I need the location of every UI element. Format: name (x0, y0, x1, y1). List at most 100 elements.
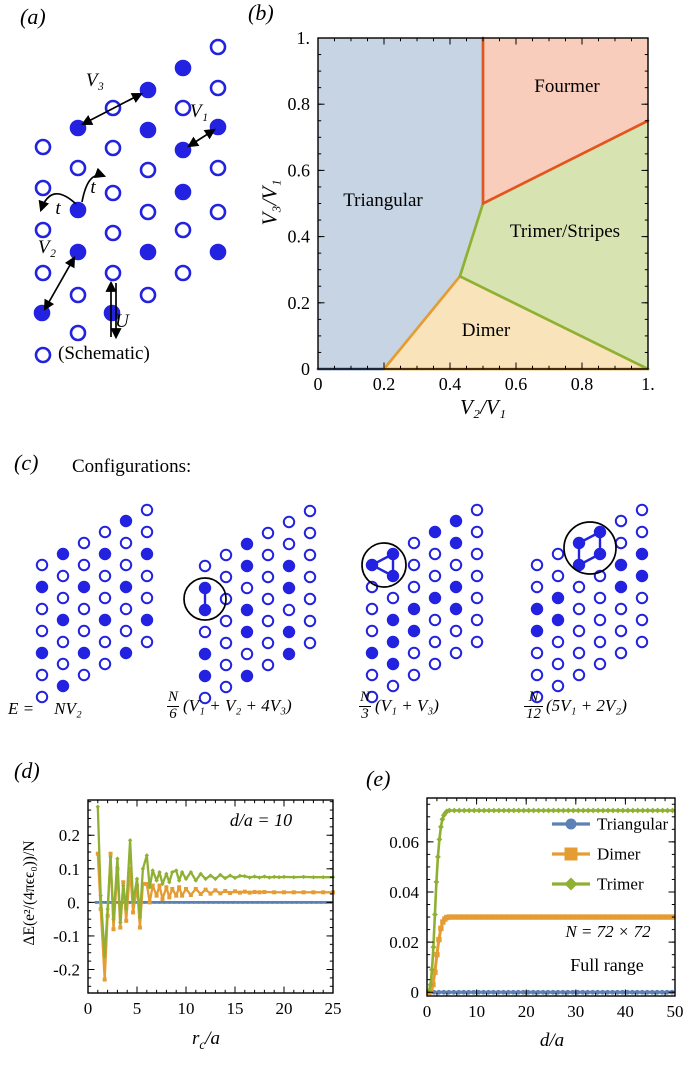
data-marker (446, 807, 453, 814)
data-marker (515, 807, 522, 814)
data-marker (620, 914, 626, 920)
data-marker (530, 989, 536, 995)
data-marker (511, 914, 517, 920)
data-marker (202, 900, 206, 904)
lattice-site-empty (282, 537, 296, 551)
y-tick-label: 0 (411, 983, 420, 1002)
data-marker (433, 879, 440, 885)
data-marker (115, 856, 120, 861)
data-marker (585, 807, 592, 814)
phase-region-triangular (318, 38, 483, 369)
lattice-site-filled (614, 580, 628, 594)
data-marker (111, 927, 116, 932)
data-marker (649, 914, 656, 920)
lattice-site-empty (35, 602, 49, 616)
lattice-site-empty (635, 525, 649, 539)
series-dimer (426, 914, 676, 995)
lattice-site-empty (303, 592, 317, 606)
data-marker (625, 914, 631, 920)
data-marker (170, 869, 175, 875)
x-tick-label: 0.2 (373, 374, 396, 394)
x-tick-label: 10 (468, 1002, 485, 1021)
hopping-arrow (81, 167, 107, 203)
data-marker (164, 885, 169, 890)
lattice-site-filled (198, 603, 212, 617)
data-marker (624, 989, 630, 995)
series-trimer (95, 804, 336, 959)
data-marker (564, 847, 578, 861)
lattice-site-filled (174, 59, 192, 77)
data-marker (535, 989, 541, 995)
data-marker (471, 914, 477, 920)
data-marker (605, 989, 610, 995)
interaction-arrow (43, 256, 76, 311)
data-marker (430, 944, 437, 951)
lattice-site-empty (470, 591, 484, 605)
plot-frame (317, 37, 649, 370)
lattice-site-filled (282, 559, 296, 573)
lattice-site-empty (614, 602, 628, 616)
lattice-site-empty (365, 624, 379, 638)
data-marker (575, 989, 581, 995)
lattice-site-empty (470, 525, 484, 539)
y-tick-label: 1. (297, 28, 311, 48)
lattice-site-empty (407, 646, 421, 660)
lattice-site-empty (365, 690, 379, 704)
lattice-site-empty (240, 581, 254, 595)
lattice-site-empty (303, 570, 317, 584)
lattice-site-empty (69, 324, 87, 342)
lattice-site-filled (198, 581, 212, 595)
data-marker (580, 807, 587, 814)
data-marker (108, 854, 113, 860)
lattice-site-empty (572, 602, 586, 616)
data-marker (121, 880, 126, 885)
data-marker (176, 878, 182, 883)
data-marker (476, 989, 481, 995)
data-marker (590, 989, 596, 995)
data-marker (213, 888, 218, 893)
data-marker (183, 876, 189, 882)
lattice-site-empty (572, 580, 586, 594)
data-marker (207, 900, 211, 904)
data-marker (127, 838, 133, 843)
lattice-site-filled (198, 647, 212, 661)
lattice-site-empty (635, 613, 649, 627)
hopping-arrow (38, 193, 77, 213)
data-marker (654, 989, 660, 995)
data-marker (144, 853, 149, 858)
data-marker (629, 989, 635, 995)
data-marker (223, 876, 228, 881)
x-tick-label: 0 (423, 1002, 432, 1021)
y-tick-label: 0.06 (389, 833, 419, 852)
lattice-site-filled (119, 580, 133, 594)
axes-frame: 0 5 10 15 20 25 -0.2 -0.1 0. 0.1 0.2 (53, 799, 342, 1018)
lattice-site-empty (470, 569, 484, 583)
lattice-site-filled (449, 580, 463, 594)
data-marker (550, 807, 557, 814)
y-tick-label: 0.02 (389, 933, 419, 952)
data-marker (144, 881, 149, 886)
y-tick-label: 0.04 (389, 883, 419, 902)
data-marker (108, 851, 113, 856)
x-tick-label: 10 (178, 999, 195, 1018)
lattice-site-empty (119, 558, 133, 572)
data-marker (506, 914, 512, 920)
lattice-site-empty (407, 536, 421, 550)
lattice-site-filled (140, 613, 154, 627)
data-marker (521, 914, 527, 920)
lattice-site-empty (470, 613, 484, 627)
lattice-site-filled (530, 602, 544, 616)
lattice-site-filled (174, 141, 192, 159)
data-marker (605, 807, 611, 814)
data-marker (128, 900, 132, 904)
data-marker (177, 885, 182, 890)
dimer-config (183, 504, 317, 705)
lattice-site-filled (56, 547, 70, 561)
data-marker (639, 989, 645, 995)
fourmer-config (530, 503, 649, 704)
data-marker (270, 900, 274, 904)
data-marker (301, 874, 306, 880)
data-marker (639, 807, 646, 814)
lattice-site-empty (530, 668, 544, 682)
phase-region-fourmer (483, 38, 648, 204)
